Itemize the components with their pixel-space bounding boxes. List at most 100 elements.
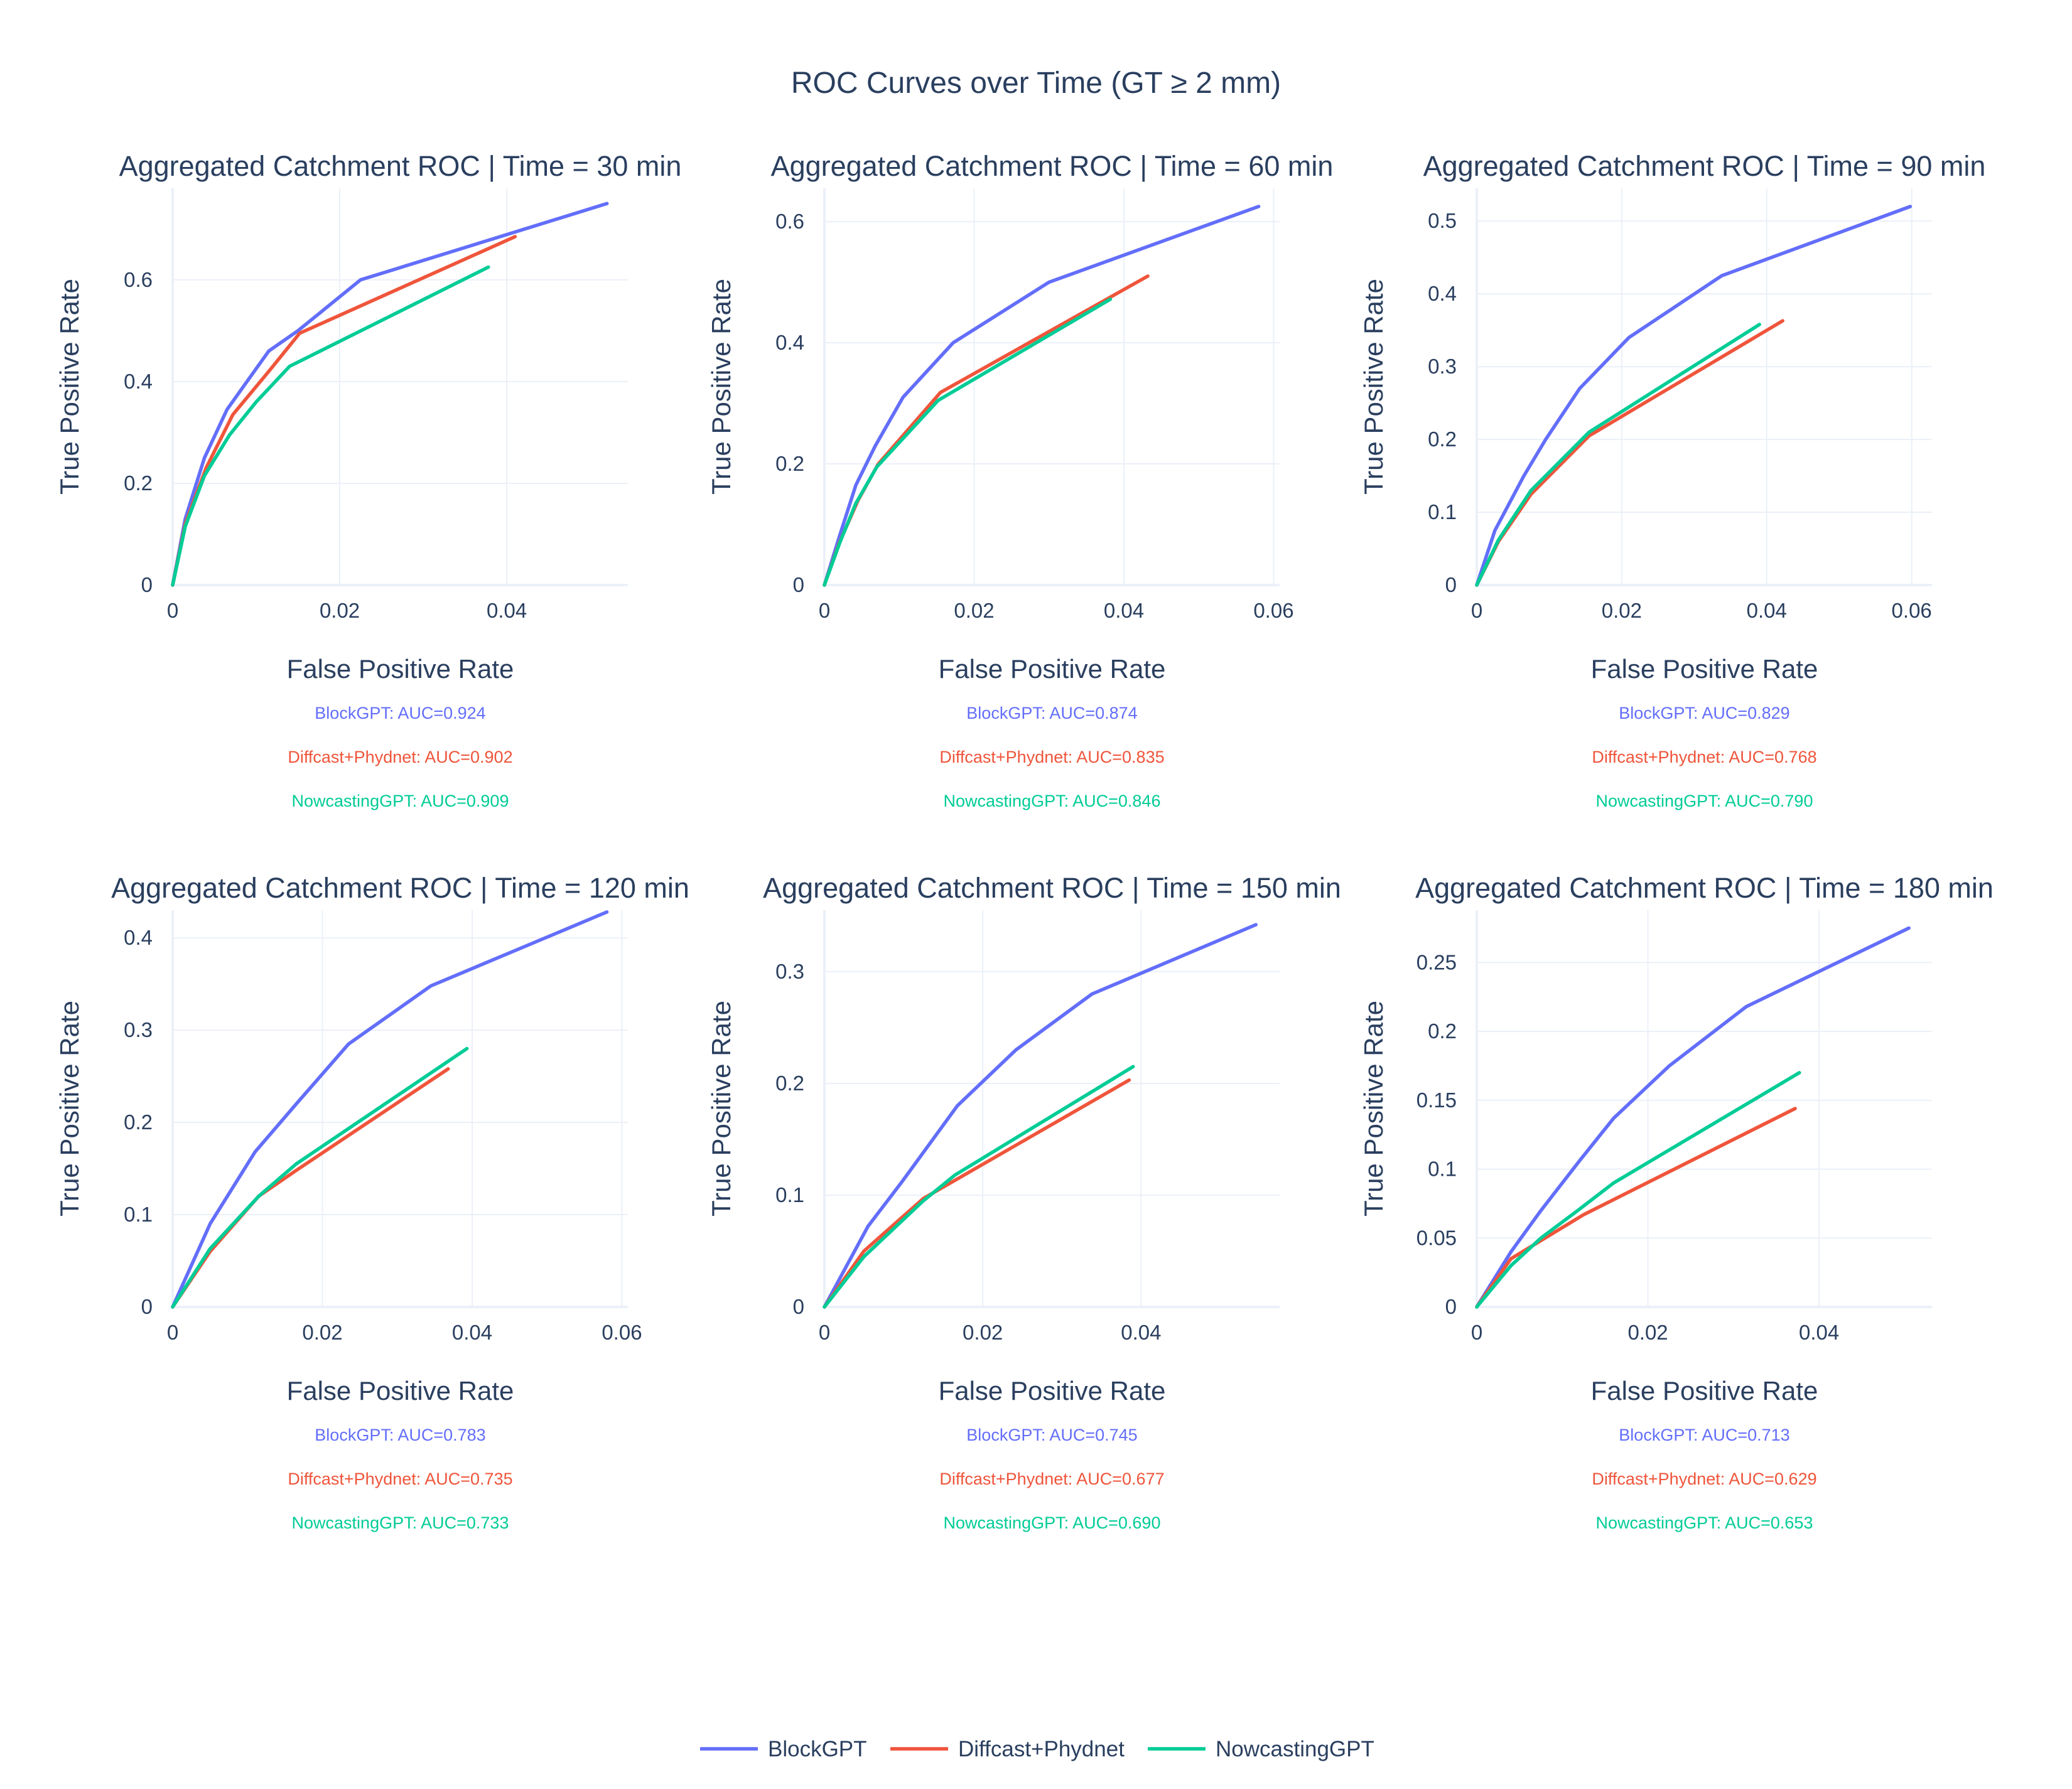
x-tick-label: 0.06 bbox=[1253, 599, 1293, 622]
subplot-title: Aggregated Catchment ROC | Time = 90 min bbox=[1423, 150, 1986, 182]
x-tick-label: 0 bbox=[1471, 599, 1482, 622]
subplot-2: Aggregated Catchment ROC | Time = 60 min… bbox=[706, 150, 1333, 810]
auc-annotation: BlockGPT: AUC=0.829 bbox=[1619, 704, 1789, 723]
x-tick-label: 0.02 bbox=[302, 1321, 342, 1344]
series-line-blockgpt bbox=[171, 910, 609, 1309]
auc-annotation: Diffcast+Phydnet: AUC=0.677 bbox=[939, 1469, 1164, 1488]
y-axis-label: True Positive Rate bbox=[1359, 279, 1388, 495]
auc-annotation: Diffcast+Phydnet: AUC=0.902 bbox=[288, 748, 512, 766]
y-tick-label: 0.1 bbox=[124, 1203, 153, 1226]
auc-annotation: BlockGPT: AUC=0.783 bbox=[315, 1426, 485, 1444]
y-axis-label: True Positive Rate bbox=[1359, 1001, 1388, 1217]
auc-annotation: Diffcast+Phydnet: AUC=0.735 bbox=[288, 1469, 512, 1488]
y-tick-label: 0 bbox=[793, 573, 804, 596]
y-tick-label: 0 bbox=[1445, 573, 1457, 596]
legend-item[interactable]: Diffcast+Phydnet bbox=[890, 1737, 1125, 1761]
x-tick-label: 0 bbox=[819, 599, 830, 622]
y-axis-label: True Positive Rate bbox=[706, 1001, 736, 1217]
y-tick-label: 0 bbox=[1445, 1295, 1457, 1318]
auc-annotation: NowcastingGPT: AUC=0.846 bbox=[944, 792, 1161, 810]
y-tick-label: 0.25 bbox=[1416, 950, 1457, 974]
auc-annotation: NowcastingGPT: AUC=0.909 bbox=[292, 792, 509, 810]
series-line-diffcast-phydnet bbox=[1475, 1107, 1797, 1309]
y-tick-label: 0.3 bbox=[775, 960, 804, 983]
auc-annotation: NowcastingGPT: AUC=0.653 bbox=[1596, 1513, 1813, 1532]
series-line-nowcastinggpt bbox=[1475, 323, 1761, 587]
x-tick-label: 0.02 bbox=[1627, 1321, 1668, 1344]
x-tick-label: 0.06 bbox=[1892, 599, 1932, 622]
figure-title: ROC Curves over Time (GT ≥ 2 mm) bbox=[791, 67, 1281, 100]
y-tick-label: 0.3 bbox=[124, 1018, 153, 1041]
y-axis-label: True Positive Rate bbox=[706, 279, 736, 495]
series-line-nowcastinggpt bbox=[171, 265, 490, 587]
x-tick-label: 0.02 bbox=[963, 1321, 1003, 1344]
y-tick-label: 0.1 bbox=[1428, 500, 1457, 524]
y-tick-label: 0.2 bbox=[1428, 427, 1457, 451]
legend-item[interactable]: BlockGPT bbox=[700, 1737, 867, 1761]
legend: BlockGPT Diffcast+Phydnet NowcastingGPT bbox=[700, 1737, 1374, 1761]
subplot-4: Aggregated Catchment ROC | Time = 120 mi… bbox=[55, 872, 689, 1532]
subplot-title: Aggregated Catchment ROC | Time = 180 mi… bbox=[1415, 872, 1994, 904]
auc-annotation: Diffcast+Phydnet: AUC=0.768 bbox=[1592, 748, 1816, 766]
series-line-blockgpt bbox=[1475, 205, 1913, 587]
x-tick-label: 0 bbox=[819, 1321, 830, 1344]
x-axis-label: False Positive Rate bbox=[939, 1376, 1166, 1405]
auc-annotation: NowcastingGPT: AUC=0.690 bbox=[944, 1513, 1161, 1532]
x-tick-label: 0.04 bbox=[452, 1321, 492, 1344]
y-tick-label: 0.2 bbox=[1428, 1019, 1457, 1043]
y-axis-label: True Positive Rate bbox=[55, 279, 84, 495]
x-axis-label: False Positive Rate bbox=[1591, 654, 1818, 684]
y-tick-label: 0 bbox=[141, 573, 153, 596]
x-tick-label: 0 bbox=[1471, 1321, 1482, 1344]
y-tick-label: 0 bbox=[793, 1295, 804, 1318]
auc-annotation: BlockGPT: AUC=0.874 bbox=[966, 704, 1137, 723]
x-tick-label: 0.04 bbox=[1121, 1321, 1161, 1344]
x-axis-label: False Positive Rate bbox=[287, 654, 514, 684]
series-line-blockgpt bbox=[823, 205, 1261, 587]
y-tick-label: 0.4 bbox=[124, 370, 153, 393]
x-tick-label: 0.04 bbox=[487, 599, 527, 622]
y-tick-label: 0.3 bbox=[1428, 355, 1457, 378]
subplot-title: Aggregated Catchment ROC | Time = 30 min bbox=[119, 150, 682, 182]
auc-annotation: BlockGPT: AUC=0.745 bbox=[966, 1426, 1137, 1444]
auc-annotation: Diffcast+Phydnet: AUC=0.629 bbox=[1592, 1469, 1816, 1488]
series-line-nowcastinggpt bbox=[171, 1046, 469, 1309]
subplot-6: Aggregated Catchment ROC | Time = 180 mi… bbox=[1359, 872, 1994, 1532]
y-tick-label: 0.4 bbox=[775, 331, 804, 354]
legend-label: NowcastingGPT bbox=[1216, 1737, 1374, 1761]
subplot-title: Aggregated Catchment ROC | Time = 150 mi… bbox=[763, 872, 1341, 904]
y-tick-label: 0.2 bbox=[775, 1072, 804, 1095]
subplot-3: Aggregated Catchment ROC | Time = 90 min… bbox=[1359, 150, 1985, 810]
y-tick-label: 0.15 bbox=[1416, 1088, 1457, 1112]
auc-annotation: NowcastingGPT: AUC=0.790 bbox=[1596, 792, 1813, 810]
x-tick-label: 0.06 bbox=[602, 1321, 642, 1344]
y-tick-label: 0.2 bbox=[124, 471, 153, 495]
y-tick-label: 0.4 bbox=[124, 926, 153, 949]
y-tick-label: 0.6 bbox=[775, 210, 804, 233]
y-tick-label: 0 bbox=[141, 1295, 153, 1318]
x-tick-label: 0.02 bbox=[1602, 599, 1642, 622]
subplot-5: Aggregated Catchment ROC | Time = 150 mi… bbox=[706, 872, 1341, 1532]
legend-item[interactable]: NowcastingGPT bbox=[1148, 1737, 1374, 1761]
subplot-title: Aggregated Catchment ROC | Time = 60 min bbox=[771, 150, 1334, 182]
x-tick-label: 0.02 bbox=[320, 599, 360, 622]
y-tick-label: 0.05 bbox=[1416, 1226, 1457, 1249]
subplot-title: Aggregated Catchment ROC | Time = 120 mi… bbox=[111, 872, 689, 904]
series-line-blockgpt bbox=[823, 923, 1258, 1309]
x-tick-label: 0 bbox=[167, 1321, 178, 1344]
y-tick-label: 0.4 bbox=[1428, 282, 1457, 305]
x-tick-label: 0.04 bbox=[1747, 599, 1787, 622]
y-tick-label: 0.6 bbox=[124, 268, 153, 291]
auc-annotation: Diffcast+Phydnet: AUC=0.835 bbox=[939, 748, 1164, 766]
series-line-diffcast-phydnet bbox=[823, 1078, 1131, 1309]
auc-annotation: BlockGPT: AUC=0.924 bbox=[315, 704, 485, 723]
y-axis-label: True Positive Rate bbox=[55, 1001, 84, 1217]
y-tick-label: 0.1 bbox=[775, 1183, 804, 1206]
x-axis-label: False Positive Rate bbox=[287, 1376, 514, 1405]
legend-label: Diffcast+Phydnet bbox=[958, 1737, 1125, 1761]
legend-label: BlockGPT bbox=[768, 1737, 867, 1761]
subplot-grid: Aggregated Catchment ROC | Time = 30 min… bbox=[55, 150, 1994, 1532]
x-axis-label: False Positive Rate bbox=[939, 654, 1166, 684]
x-tick-label: 0 bbox=[167, 599, 178, 622]
